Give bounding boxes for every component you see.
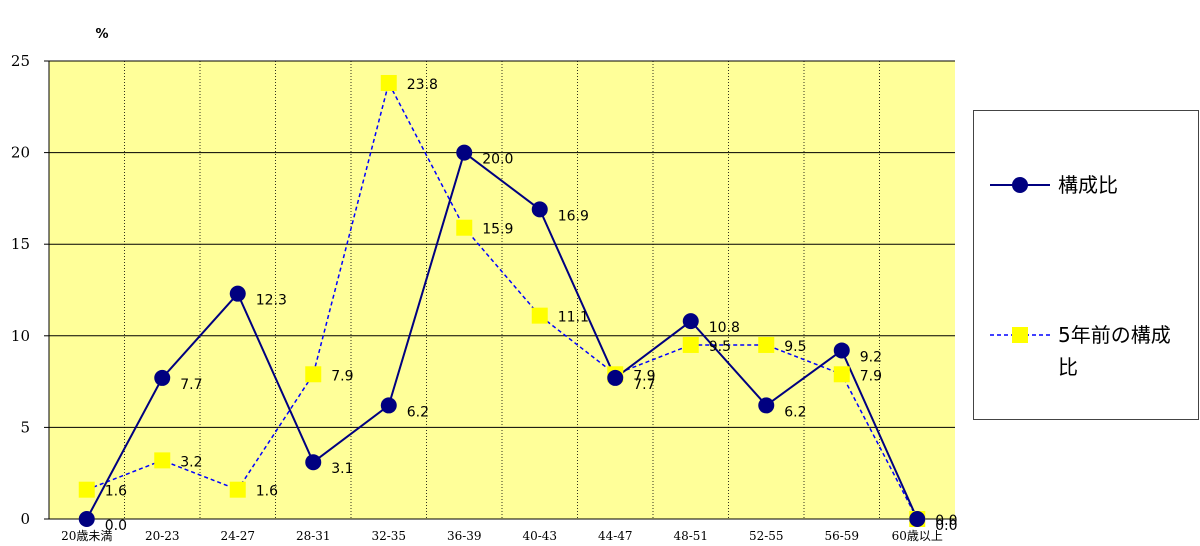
- data-point-circle: [456, 144, 473, 161]
- legend-swatch-circle: [990, 177, 1050, 193]
- data-point-circle: [229, 285, 246, 302]
- data-label: 7.7: [180, 377, 202, 393]
- data-point-circle: [305, 454, 322, 471]
- data-label: 10.8: [709, 320, 740, 336]
- x-tick-label: 20歳未満: [61, 529, 112, 543]
- series-line-5yr-ago: [86, 80, 918, 520]
- x-tick-label: 24-27: [220, 529, 255, 543]
- data-point-circle: [607, 369, 624, 386]
- y-tick-label: 25: [11, 52, 30, 70]
- data-point-circle: [531, 201, 548, 218]
- legend-label: 5年前の構成比: [1058, 323, 1171, 379]
- x-tick-label: 44-47: [598, 529, 633, 543]
- data-point-circle: [758, 397, 775, 414]
- data-label: 23.8: [407, 77, 438, 93]
- legend-item-series-2: 5年前の構成比: [988, 319, 1188, 383]
- x-tick-label: 48-51: [673, 529, 708, 543]
- data-point-circle: [833, 342, 850, 359]
- data-label: 12.3: [256, 293, 287, 309]
- data-label: 9.5: [784, 339, 806, 355]
- legend-item-series-1: 構成比: [988, 169, 1188, 201]
- y-tick-label: 5: [20, 418, 30, 436]
- data-point-square: [154, 452, 171, 469]
- legend-label: 構成比: [1058, 173, 1118, 197]
- y-tick-label: 15: [11, 235, 30, 253]
- x-tick-label: 36-39: [447, 529, 482, 543]
- y-tick-label: 10: [11, 327, 30, 345]
- data-label: 7.9: [331, 368, 353, 384]
- y-unit-label: %: [95, 27, 108, 42]
- data-label: 3.2: [180, 454, 202, 470]
- data-label: 6.2: [784, 404, 806, 420]
- data-label: 20.0: [482, 152, 513, 168]
- data-point-square: [380, 74, 397, 91]
- data-point-square: [833, 366, 850, 383]
- legend-swatch-square: [990, 327, 1050, 343]
- data-point-square: [456, 219, 473, 236]
- data-point-square: [229, 481, 246, 498]
- data-label: 7.9: [633, 368, 655, 384]
- series-line-current: [85, 150, 919, 520]
- data-point-circle: [909, 511, 926, 527]
- data-label: 1.6: [256, 484, 278, 500]
- data-label: 11.1: [558, 310, 589, 326]
- data-label: 0.0: [935, 513, 957, 529]
- x-tick-label: 20-23: [145, 529, 180, 543]
- data-label: 0.0: [935, 518, 957, 534]
- x-tick-label: 40-43: [522, 529, 557, 543]
- data-point-square: [758, 336, 775, 353]
- x-tick-label: 52-55: [749, 529, 784, 543]
- data-point-square: [78, 481, 95, 498]
- data-label: 1.6: [105, 484, 127, 500]
- x-tick-label: 60歳以上: [892, 529, 943, 543]
- data-point-circle: [78, 511, 95, 527]
- x-tick-label: 28-31: [296, 529, 331, 543]
- data-label: 9.2: [860, 349, 882, 365]
- data-point-square: [531, 307, 548, 324]
- data-point-circle: [380, 397, 397, 414]
- data-point-circle: [154, 369, 171, 386]
- data-point-square: [682, 336, 699, 353]
- data-label: 15.9: [482, 222, 513, 238]
- data-label: 7.9: [860, 368, 882, 384]
- y-tick-label: 0: [20, 510, 30, 528]
- data-label: 6.2: [407, 404, 429, 420]
- legend: 構成比 5年前の構成比: [973, 110, 1199, 420]
- data-label: 3.1: [331, 461, 353, 477]
- data-label: 16.9: [558, 208, 589, 224]
- data-point-square: [305, 366, 322, 383]
- data-label: 0.0: [105, 518, 127, 534]
- data-label: 7.7: [633, 377, 655, 393]
- data-label: 9.5: [709, 339, 731, 355]
- x-tick-label: 56-59: [824, 529, 859, 543]
- data-point-circle: [682, 313, 699, 330]
- x-tick-label: 32-35: [371, 529, 406, 543]
- y-tick-label: 20: [11, 144, 30, 162]
